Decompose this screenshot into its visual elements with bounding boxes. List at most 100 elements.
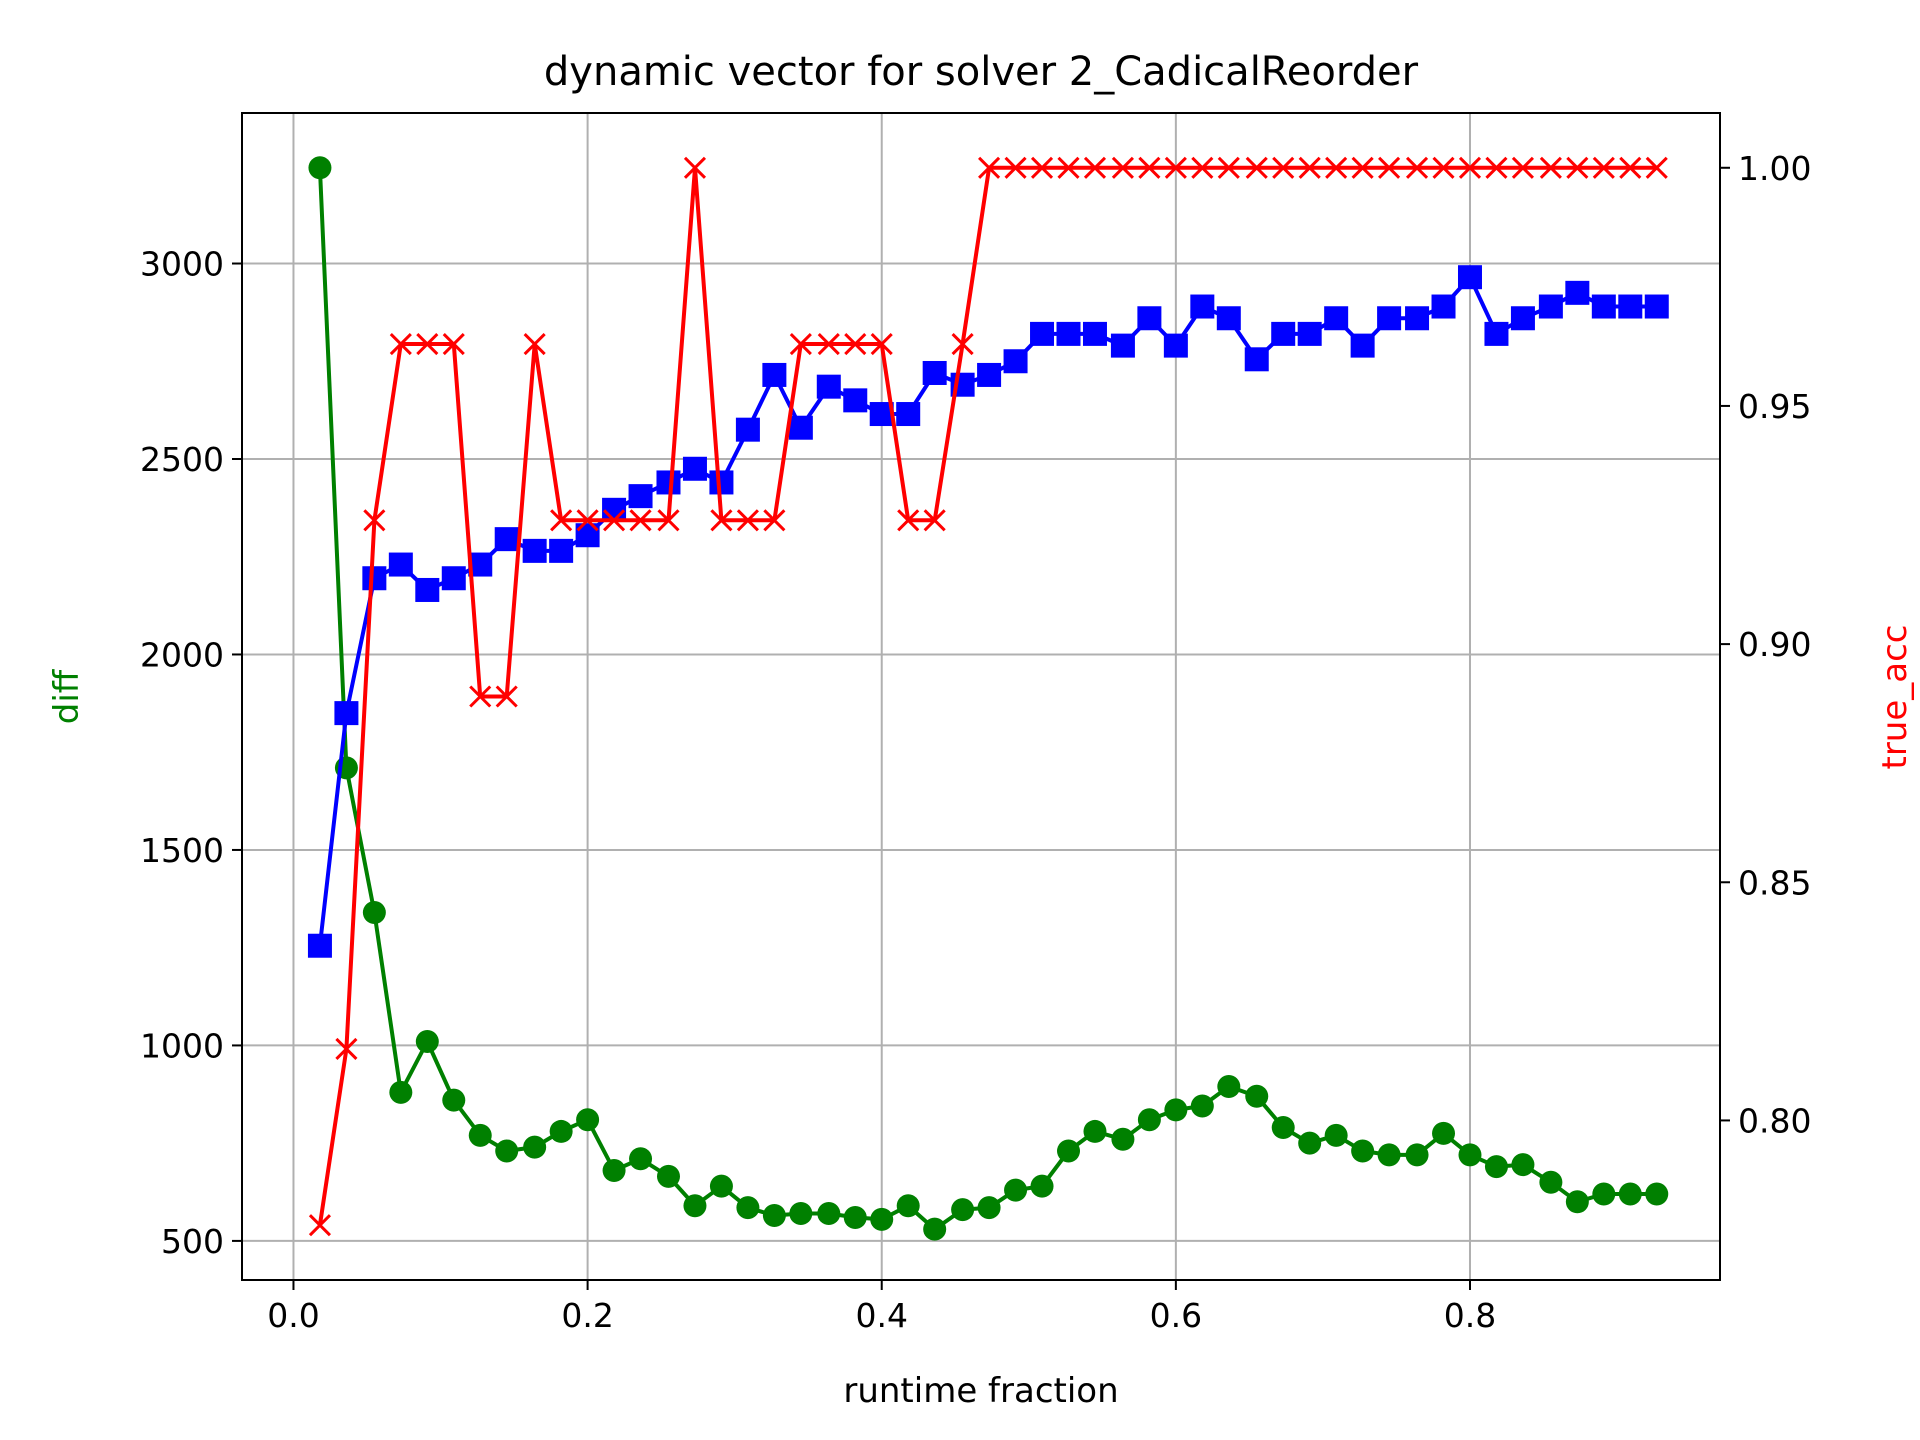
red-data-point bbox=[576, 509, 599, 532]
red-data-point bbox=[1245, 156, 1268, 179]
plot-frame bbox=[241, 112, 1721, 1281]
green-data-point bbox=[442, 1088, 466, 1112]
green-data-point bbox=[923, 1217, 947, 1241]
blue-data-point bbox=[1216, 306, 1241, 331]
red-data-point bbox=[1030, 156, 1054, 179]
blue-data-point bbox=[1484, 321, 1509, 346]
green-data-point bbox=[495, 1139, 519, 1163]
red-data-point bbox=[1217, 156, 1240, 179]
green-data-point bbox=[602, 1159, 626, 1183]
red-data-point bbox=[1619, 156, 1642, 179]
green-data-point bbox=[870, 1207, 894, 1231]
green-data-point bbox=[1271, 1116, 1295, 1140]
green-data-point bbox=[1004, 1178, 1028, 1202]
red-data-point bbox=[1511, 156, 1534, 179]
x-tick-label: 0.2 bbox=[561, 1296, 613, 1335]
x-tick-label: 0.6 bbox=[1150, 1296, 1202, 1335]
green-data-point bbox=[1111, 1127, 1135, 1151]
blue-data-point bbox=[1431, 294, 1456, 319]
red-data-point bbox=[923, 509, 946, 532]
green-data-point bbox=[1137, 1108, 1161, 1132]
red-data-point bbox=[763, 509, 786, 532]
red-data-point bbox=[389, 332, 412, 356]
x-tick-label: 0.8 bbox=[1444, 1296, 1496, 1335]
green-data-point bbox=[1565, 1190, 1589, 1214]
green-data-point bbox=[817, 1202, 841, 1226]
blue-data-point bbox=[1082, 321, 1107, 346]
red-data-point bbox=[789, 332, 812, 356]
green-data-point bbox=[1030, 1174, 1054, 1198]
blue-data-point bbox=[1324, 306, 1349, 331]
red-data-point bbox=[1004, 156, 1027, 179]
blue-data-point bbox=[922, 360, 947, 385]
blue-data-point bbox=[1644, 294, 1669, 319]
left-y-tick-label: 3000 bbox=[140, 245, 224, 284]
red-data-point bbox=[844, 332, 867, 356]
right-y-tick-label: 0.85 bbox=[1738, 863, 1811, 902]
red-data-point bbox=[1111, 156, 1134, 179]
green-data-point bbox=[1511, 1153, 1535, 1177]
green-data-point bbox=[415, 1030, 439, 1054]
x-axis-label: runtime fraction bbox=[843, 1371, 1118, 1411]
green-data-point bbox=[1405, 1143, 1429, 1167]
blue-data-point bbox=[1056, 321, 1081, 346]
red-data-point bbox=[1378, 156, 1401, 179]
green-data-point bbox=[762, 1203, 786, 1227]
green-data-point bbox=[977, 1196, 1001, 1220]
blue-data-point bbox=[1030, 321, 1055, 346]
blue-data-point bbox=[441, 566, 466, 591]
blue-data-point bbox=[494, 527, 519, 552]
green-data-point bbox=[1351, 1139, 1375, 1163]
green-data-point bbox=[709, 1174, 733, 1198]
blue-data-point bbox=[788, 415, 813, 440]
blue-data-point bbox=[1510, 306, 1535, 331]
blue-data-point bbox=[762, 362, 787, 387]
red-data-point bbox=[1432, 156, 1455, 179]
blue-data-point bbox=[1271, 321, 1296, 346]
right-y-axis-label: true_acc bbox=[1875, 625, 1915, 770]
blue-data-point bbox=[1163, 333, 1188, 358]
blue-data-point bbox=[1405, 306, 1430, 331]
red-data-point bbox=[817, 332, 840, 356]
green-data-point bbox=[629, 1147, 653, 1171]
red-data-point bbox=[1298, 156, 1321, 179]
blue-data-point bbox=[656, 470, 681, 495]
green-data-point bbox=[656, 1164, 680, 1188]
grid-lines bbox=[242, 113, 1720, 1280]
blue-data-point bbox=[1110, 333, 1135, 358]
red-data-point bbox=[870, 332, 893, 356]
red-data-point bbox=[1164, 156, 1187, 179]
red-data-point bbox=[1351, 156, 1374, 179]
red-data-point bbox=[1057, 156, 1080, 179]
red-data-point bbox=[683, 156, 707, 179]
blue-data-point bbox=[549, 538, 574, 563]
blue-data-point bbox=[1377, 306, 1402, 331]
red-data-point bbox=[657, 509, 680, 532]
red-data-point bbox=[335, 1037, 358, 1061]
blue-data-point bbox=[1538, 294, 1563, 319]
blue-series bbox=[307, 265, 1669, 958]
green-data-point bbox=[389, 1080, 413, 1104]
blue-data-point bbox=[1244, 347, 1269, 372]
blue-data-point bbox=[602, 497, 627, 522]
red-data-point bbox=[416, 332, 439, 356]
green-data-point bbox=[683, 1194, 707, 1218]
blue-data-point bbox=[307, 933, 332, 958]
green-data-point bbox=[1298, 1131, 1322, 1155]
blue-data-point bbox=[1297, 321, 1322, 346]
red-data-point bbox=[469, 685, 492, 708]
right-y-axis-ticks: 0.80 0.85 0.90 0.95 1.00 bbox=[1720, 149, 1811, 1140]
left-y-axis-label: diff bbox=[47, 668, 87, 724]
blue-data-point bbox=[1137, 306, 1162, 331]
green-data-point bbox=[1245, 1084, 1269, 1108]
green-data-point bbox=[1324, 1123, 1348, 1147]
green-data-point bbox=[1592, 1182, 1616, 1206]
red-data-point bbox=[1566, 156, 1589, 179]
blue-data-point bbox=[522, 538, 547, 563]
red-data-point bbox=[523, 332, 546, 356]
green-data-point bbox=[1618, 1182, 1642, 1206]
blue-data-point bbox=[415, 577, 440, 602]
green-data-point bbox=[951, 1198, 975, 1222]
